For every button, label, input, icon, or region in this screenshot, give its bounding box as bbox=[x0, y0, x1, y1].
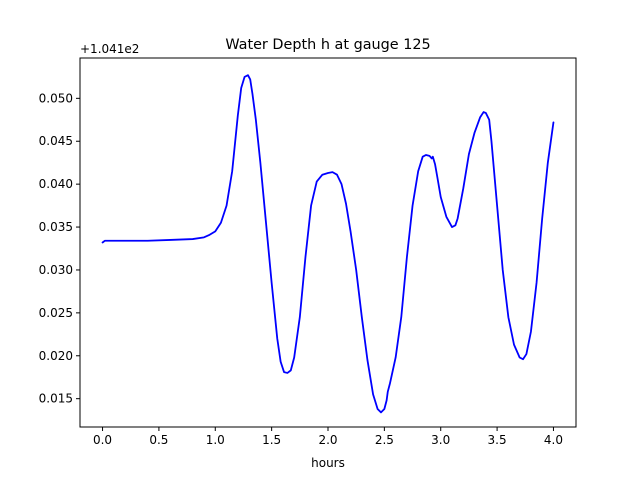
y-tick-label: 0.020 bbox=[39, 349, 73, 363]
x-tick-label: 3.5 bbox=[488, 433, 507, 447]
y-tick-label: 0.035 bbox=[39, 220, 73, 234]
y-tick-label: 0.030 bbox=[39, 263, 73, 277]
x-tick-label: 0.0 bbox=[93, 433, 112, 447]
y-tick-label: 0.050 bbox=[39, 91, 73, 105]
x-axis-label: hours bbox=[311, 456, 345, 470]
water-depth-line bbox=[101, 74, 555, 414]
y-tick-label: 0.045 bbox=[39, 134, 73, 148]
y-tick-label: 0.015 bbox=[39, 392, 73, 406]
y-offset-label: +1.041e2 bbox=[80, 42, 139, 56]
y-tick-label: 0.040 bbox=[39, 177, 73, 191]
x-tick-label: 1.5 bbox=[262, 433, 281, 447]
x-tick-label: 0.5 bbox=[149, 433, 168, 447]
y-tick-label: 0.025 bbox=[39, 306, 73, 320]
x-tick-label: 1.0 bbox=[206, 433, 225, 447]
y-axis: 0.015 0.020 0.025 0.030 0.035 0.040 0.045 0.050 bbox=[39, 91, 80, 406]
x-axis: 0.0 0.5 1.0 1.5 2.0 2.5 3.0 3.5 4.0 bbox=[93, 427, 563, 447]
x-tick-label: 3.0 bbox=[431, 433, 450, 447]
x-tick-label: 2.0 bbox=[318, 433, 337, 447]
chart-title: Water Depth h at gauge 125 bbox=[225, 37, 430, 53]
x-tick-label: 2.5 bbox=[375, 433, 394, 447]
x-tick-label: 4.0 bbox=[544, 433, 563, 447]
